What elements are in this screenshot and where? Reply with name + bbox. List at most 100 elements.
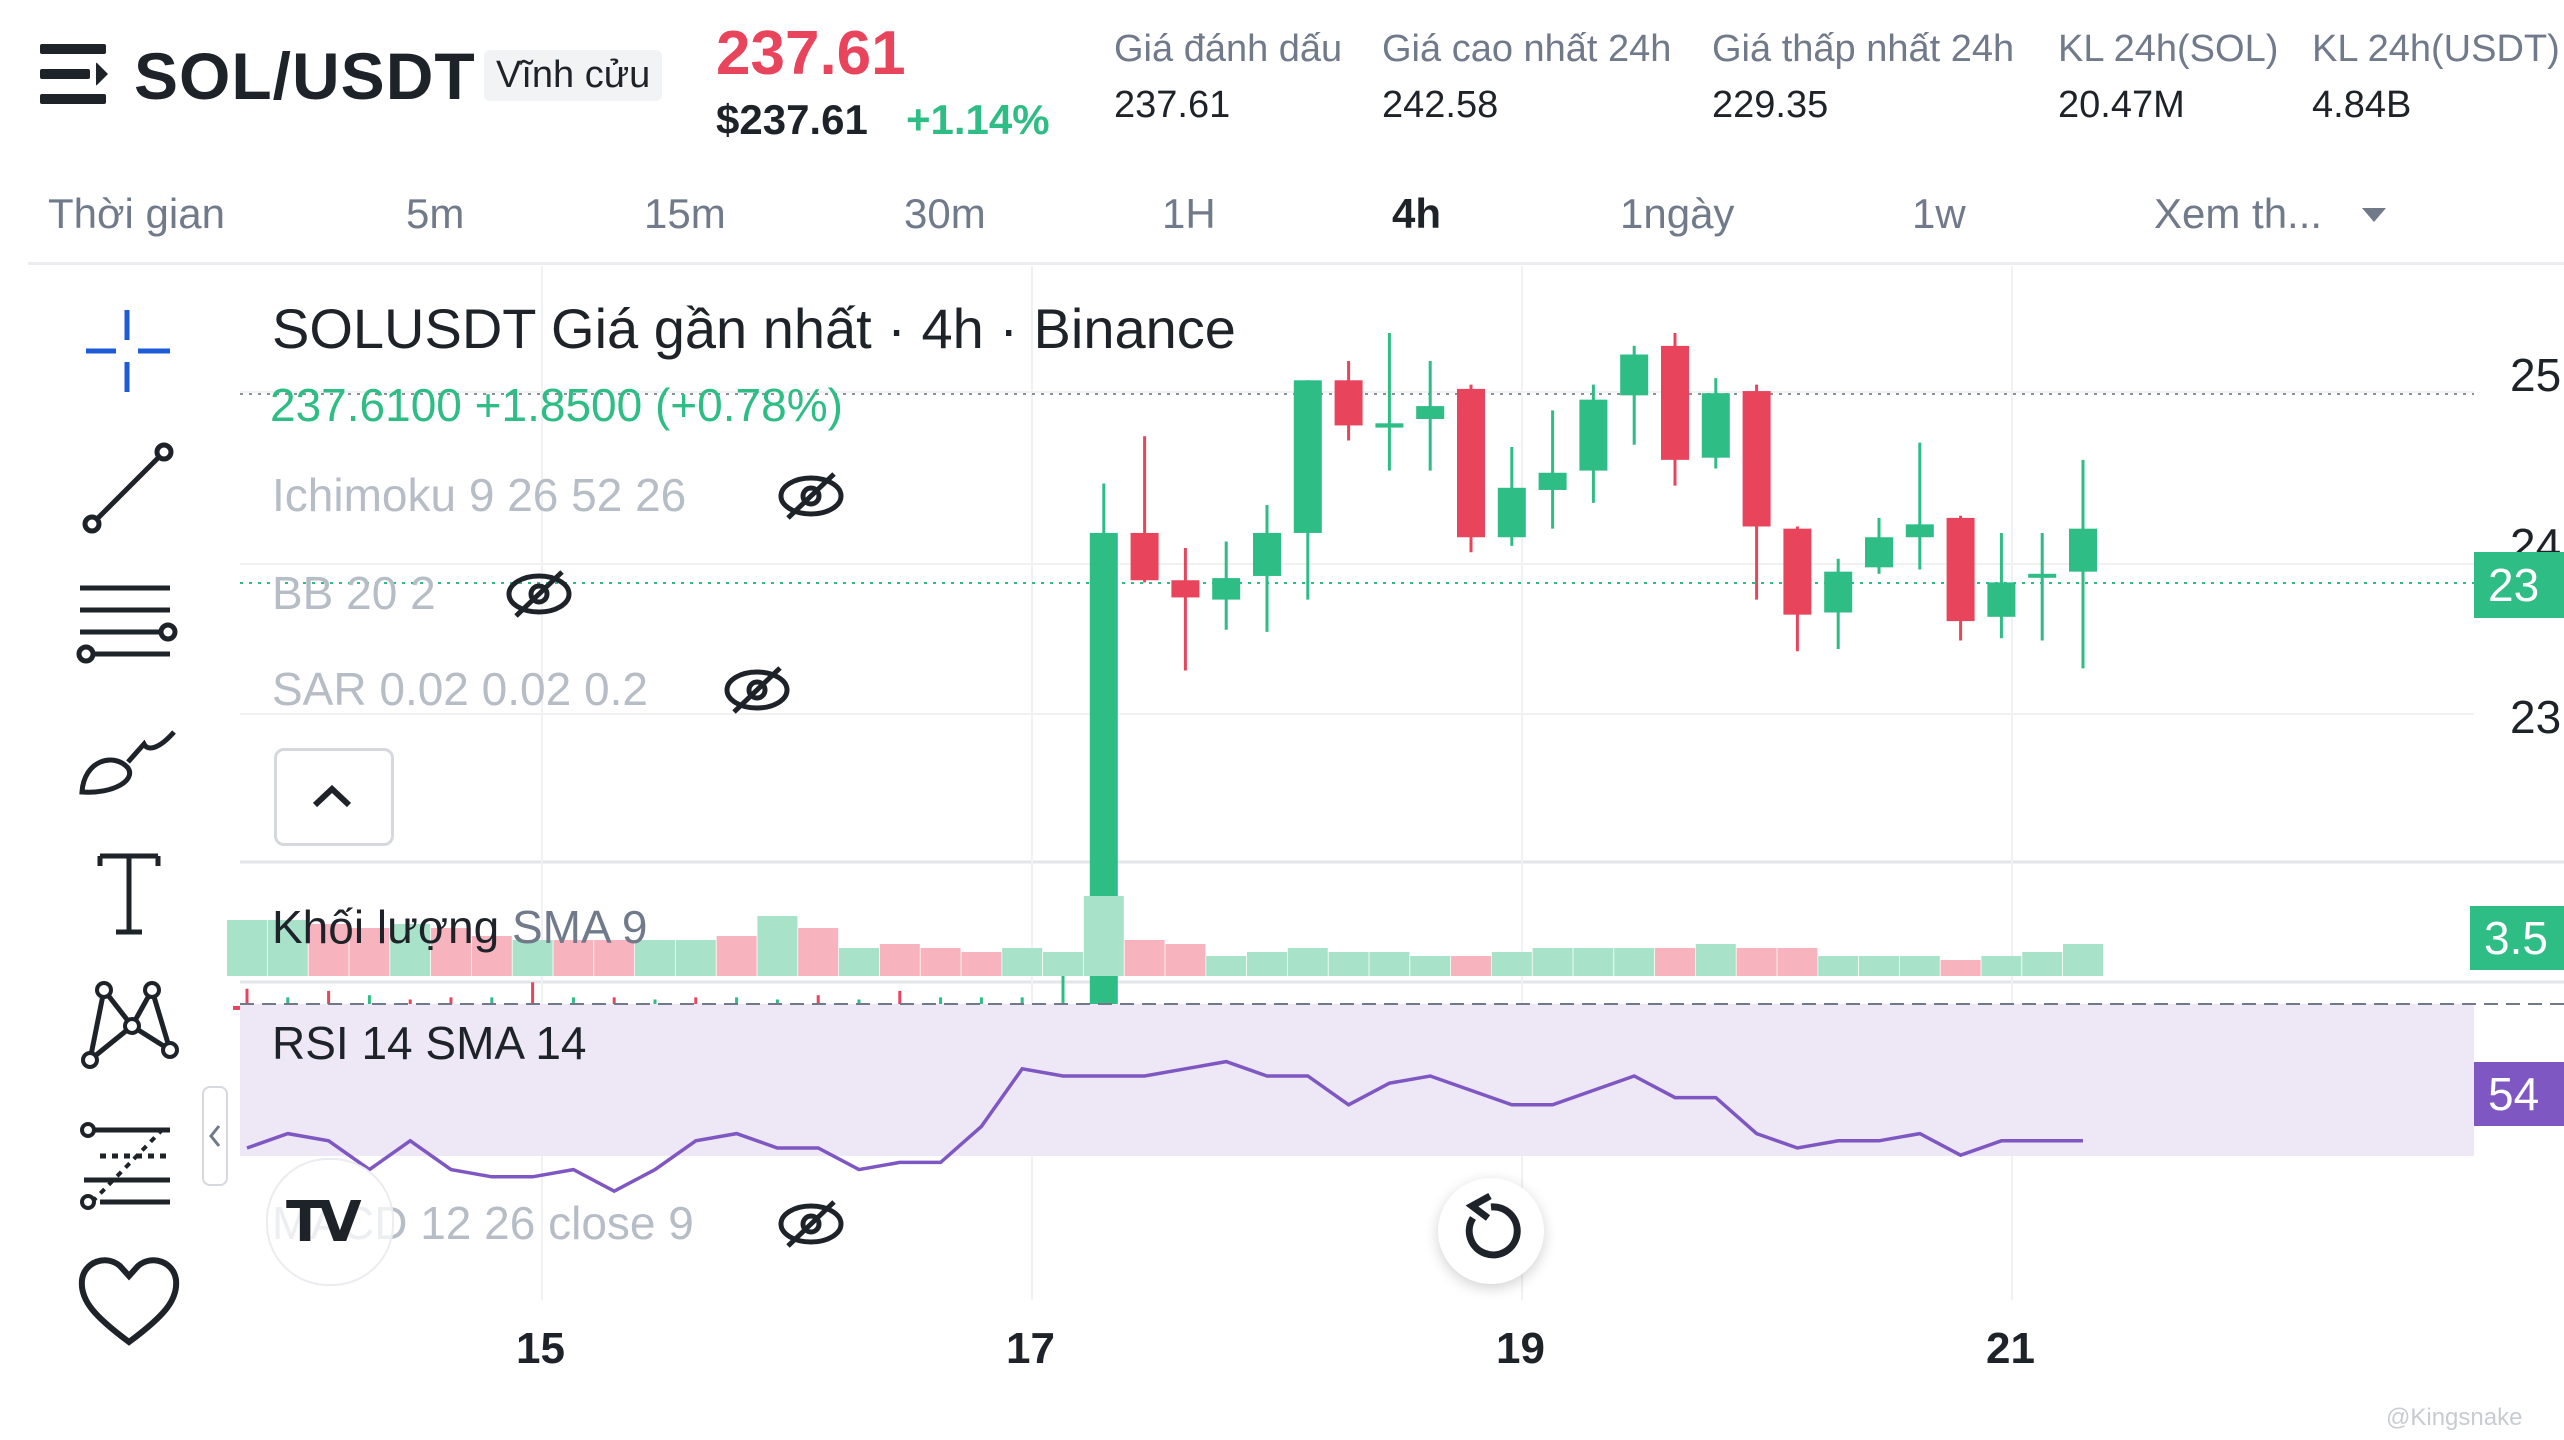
volume-bar [1328,952,1369,976]
candle-body [1742,391,1771,527]
eye-slash-icon[interactable] [504,566,574,622]
candle [2069,459,2097,669]
horizontal-lines-icon[interactable] [74,566,184,676]
interval-label: Thời gian [48,190,225,237]
mark-price-label: Giá đánh dấu [1114,28,1343,70]
candle [1783,526,1812,652]
candle-body [1171,580,1200,598]
volume-bar [1247,952,1287,976]
volume-bar [267,920,308,976]
volume-bar [1981,956,2022,976]
refresh-icon [1465,1192,1521,1259]
text-tool-icon[interactable] [74,840,184,950]
candle [1742,384,1771,600]
volume-bar [1165,944,1206,976]
rsi-legend[interactable]: RSI 14 SMA 14 [272,1017,587,1069]
high-24h-label: Giá cao nhất 24h [1382,28,1672,70]
interval-more[interactable]: Xem th... [2154,190,2323,237]
candle [1905,442,1934,570]
candle-body [1620,354,1649,396]
interval-4h[interactable]: 4h [1392,190,1442,237]
pair-title[interactable]: SOL/USDT [134,39,476,113]
candle-body [1824,571,1853,613]
interval-15m[interactable]: 15m [644,190,726,237]
volume-bar [1491,952,1532,976]
volume-bar [553,940,594,976]
low-24h-label: Giá thấp nhất 24h [1712,28,2015,70]
volume-bar [1206,956,1247,976]
candle-body [1579,399,1608,471]
volume-bar [1083,896,1124,976]
volume-bar [431,928,471,976]
volume-bar [594,940,635,976]
date-tick: 15 [516,1324,565,1373]
rsi-value-tag: 54 [2474,1062,2564,1126]
candle-body [1293,380,1322,533]
interval-5m[interactable]: 5m [406,190,465,237]
interval-bar: Thời gian 5m 15m 30m 1H 4h 1ngày 1w Xem … [0,190,2564,262]
vol-24h-usdt-value: 4.84B [2312,84,2412,126]
chevron-left-icon [209,1125,221,1147]
eye-slash-icon[interactable] [776,468,846,524]
volume-bar [1369,952,1410,976]
menu-icon[interactable] [40,44,108,104]
volume-bar [675,940,716,976]
toolbar-collapse-tab[interactable] [202,1086,228,1186]
vol-24h-usdt-label: KL 24h(USDT) [2312,28,2560,70]
change-percent: +1.14% [906,96,1050,143]
reset-chart-button[interactable] [1438,1178,1544,1284]
volume-bar [1818,956,1859,976]
candle-body [1334,380,1363,426]
candle-body [2028,573,2057,578]
heart-icon[interactable] [74,1246,184,1356]
volume-legend[interactable]: Khối lượng SMA 9 [272,900,648,954]
last-price: 237.61 [716,19,906,88]
collapse-legend-button[interactable] [274,748,394,846]
volume-bar [839,948,879,976]
rsi-series [240,1003,2564,1194]
interval-30m[interactable]: 30m [904,190,986,237]
candle [1171,548,1200,671]
eye-slash-icon[interactable] [722,662,792,718]
indicator-ichimoku[interactable]: Ichimoku 9 26 52 26 [272,469,687,521]
volume-bar [1614,948,1655,976]
price-axis-label: 23 [2510,691,2562,743]
candle-body [1905,524,1934,538]
pattern-tool-icon[interactable] [74,970,184,1080]
volume-bar [471,936,512,976]
candle [1661,333,1689,486]
eye-slash-icon[interactable] [776,1196,846,1252]
vol-24h-sol-label: KL 24h(SOL) [2058,28,2279,70]
fib-tool-icon[interactable] [74,1108,184,1218]
candle [1130,436,1159,583]
indicator-sar[interactable]: SAR 0.02 0.02 0.2 [272,663,648,715]
candle [2028,532,2057,641]
candle-body [1538,472,1567,490]
rsi-line [246,1059,2083,1194]
volume-bar [349,928,390,976]
chart-legend-title[interactable]: SOLUSDT Giá gần nhất · 4h · Binance [272,297,1236,360]
candle [1946,515,1975,641]
candle-body [1212,578,1241,600]
volume-bar [961,952,1002,976]
candle-body [1375,423,1404,428]
date-tick: 21 [1986,1324,2035,1373]
interval-1w[interactable]: 1w [1912,190,1966,237]
candle [1865,517,1893,574]
indicator-bb[interactable]: BB 20 2 [272,567,436,619]
candle-body [1497,487,1526,538]
volume-bar [920,948,961,976]
interval-1d[interactable]: 1ngày [1620,190,1735,237]
trend-line-icon[interactable] [74,432,184,542]
interval-1h[interactable]: 1H [1162,190,1216,237]
volume-bar [1287,948,1328,976]
volume-value-tag: 3.5 [2470,906,2564,970]
date-tick: 19 [1496,1324,1545,1373]
volume-bar [1002,948,1043,976]
brush-icon[interactable] [74,700,184,810]
chevron-down-icon[interactable] [2362,208,2386,222]
candle-body [1130,532,1159,581]
crosshair-icon[interactable] [74,300,184,410]
volume-bar [1451,956,1491,976]
